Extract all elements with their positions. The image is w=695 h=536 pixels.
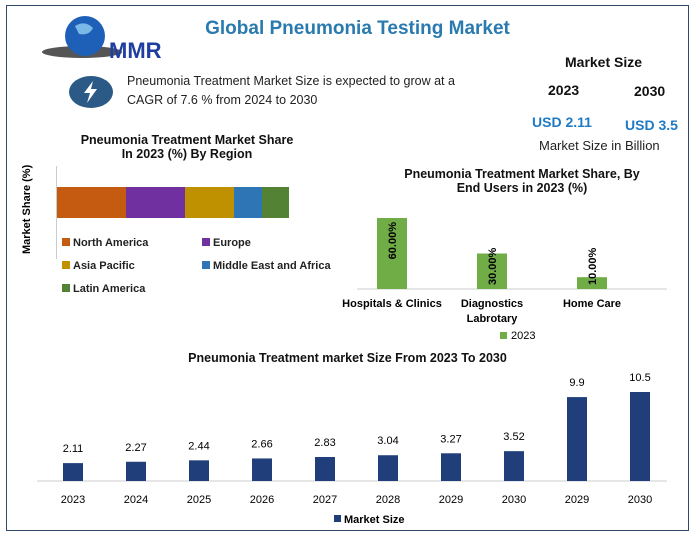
lightning-bolt-icon (69, 76, 113, 108)
infographic: MMR Global Pneumonia Testing Market Pneu… (6, 5, 689, 531)
year-2023: 2023 (548, 82, 580, 98)
unit-label: Market Size in Billion (539, 138, 660, 153)
bar (63, 463, 83, 481)
end-user-chart-title: Pneumonia Treatment Market Share, By End … (404, 167, 640, 195)
data-label: 2.11 (63, 443, 84, 455)
legend-label: Asia Pacific (73, 260, 135, 272)
category-label: Labrotary (467, 313, 519, 325)
bar (126, 461, 146, 481)
category-label: 2028 (376, 494, 400, 506)
bar (504, 451, 524, 481)
category-label: 2029 (439, 494, 463, 506)
data-label: 10.5 (629, 372, 650, 384)
market-size-chart: 2.11 2023 2.27 2024 2.44 2025 2.66 2026 2.83 2027… (37, 372, 667, 526)
legend-swatch (202, 261, 210, 269)
bar (315, 457, 335, 481)
category-label: 2030 (628, 494, 652, 506)
data-label: 2.44 (188, 440, 209, 452)
data-label: 2.83 (314, 437, 335, 449)
legend-label: Middle East and Africa (213, 260, 331, 272)
legend-swatch (334, 515, 341, 522)
data-label: 10.00% (587, 247, 599, 285)
legend-label: Latin America (73, 283, 146, 295)
bar (567, 397, 587, 481)
bar-segment-asia-pacific (184, 187, 234, 218)
legend-swatch (62, 284, 70, 292)
svg-text:MMR: MMR (109, 38, 162, 62)
bar (577, 277, 607, 289)
legend-label: Market Size (344, 514, 405, 526)
category-label: 2030 (502, 494, 526, 506)
category-label: 2029 (565, 494, 589, 506)
data-label: 2.66 (251, 438, 272, 450)
market-size-label: Market Size (565, 54, 643, 70)
end-user-chart: 60.00% Hospitals & Clinics 30.00% Diagnosti… (342, 218, 667, 342)
region-chart-title: Pneumonia Treatment Market Share In 2023 … (80, 133, 294, 161)
legend-label: Europe (213, 237, 251, 249)
bar-segment-europe (125, 187, 185, 218)
legend-label: 2023 (511, 330, 535, 342)
bar-segment-middle-east-and-africa (233, 187, 263, 218)
page-title: Global Pneumonia Testing Market (205, 18, 510, 39)
legend-swatch (202, 238, 210, 246)
category-label: 2024 (124, 494, 148, 506)
category-label: 2026 (250, 494, 274, 506)
data-label: 3.52 (503, 431, 524, 443)
category-label: Home Care (563, 298, 621, 310)
legend-swatch (500, 332, 507, 339)
bar-segment-latin-america (262, 187, 289, 218)
year-2030: 2030 (634, 83, 666, 99)
value-2030: USD 3.5 (625, 117, 678, 133)
data-label: 9.9 (569, 377, 584, 389)
data-label: 60.00% (387, 222, 399, 260)
category-label: Diagnostics (461, 298, 523, 310)
legend-item: Latin America (62, 283, 145, 295)
category-label: 2027 (313, 494, 337, 506)
region-y-label: Market Share (%) (21, 164, 33, 254)
category-label: 2025 (187, 494, 211, 506)
legend-item: North America (62, 237, 148, 249)
bar (477, 253, 507, 289)
bar (377, 218, 407, 289)
legend-swatch (62, 238, 70, 246)
cagr-text: Pneumonia Treatment Market Size is expec… (127, 74, 455, 107)
value-2023: USD 2.11 (532, 114, 592, 130)
bar (252, 458, 272, 481)
data-label: 3.04 (377, 435, 398, 447)
category-label: Hospitals & Clinics (342, 298, 442, 310)
data-label: 30.00% (487, 247, 499, 285)
data-label: 3.27 (440, 433, 461, 445)
bar (189, 460, 209, 481)
market-size-chart-title: Pneumonia Treatment market Size From 202… (188, 351, 507, 365)
bar-segment-north-america (57, 187, 126, 218)
legend-item: Europe (202, 237, 251, 249)
mmr-logo: MMR (37, 12, 187, 63)
bar (630, 392, 650, 481)
legend-swatch (62, 261, 70, 269)
region-stacked-bar (57, 187, 289, 218)
category-label: 2023 (61, 494, 85, 506)
legend-item: Asia Pacific (62, 260, 135, 272)
data-label: 2.27 (125, 442, 146, 454)
legend-label: North America (73, 237, 149, 249)
axis-line (56, 166, 57, 259)
bar (378, 455, 398, 481)
bar (441, 453, 461, 481)
legend-item: Middle East and Africa (202, 260, 331, 272)
